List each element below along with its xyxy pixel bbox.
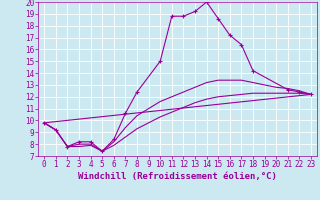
X-axis label: Windchill (Refroidissement éolien,°C): Windchill (Refroidissement éolien,°C): [78, 172, 277, 181]
